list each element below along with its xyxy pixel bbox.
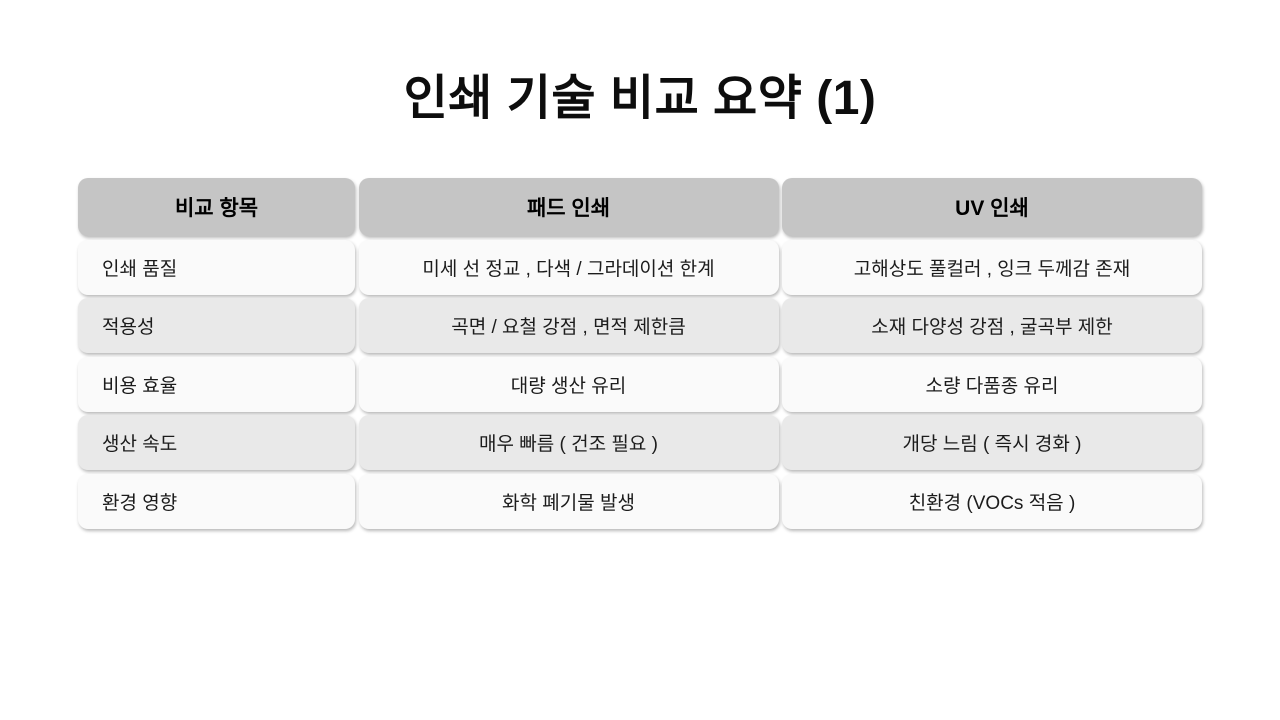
uv-print-cell: 고해상도 풀컬러 , 잉크 두께감 존재	[782, 239, 1202, 295]
uv-print-cell: 친환경 (VOCs 적음 )	[782, 473, 1202, 529]
row-label-cell: 환경 영향	[78, 473, 355, 529]
row-label-cell: 인쇄 품질	[78, 239, 355, 295]
pad-print-cell: 대량 생산 유리	[358, 356, 779, 412]
pad-print-cell: 매우 빠름 ( 건조 필요 )	[358, 415, 779, 470]
row-label-cell: 비용 효율	[78, 356, 355, 412]
header-cell-pad-print: 패드 인쇄	[358, 178, 779, 236]
header-cell-item: 비교 항목	[78, 178, 355, 236]
pad-print-cell: 화학 폐기물 발생	[358, 473, 779, 529]
pad-print-cell: 곡면 / 요철 강점 , 면적 제한큼	[358, 298, 779, 353]
uv-print-cell: 개당 느림 ( 즉시 경화 )	[782, 415, 1202, 470]
row-label-cell: 생산 속도	[78, 415, 355, 470]
page-title: 인쇄 기술 비교 요약 (1)	[403, 72, 877, 125]
uv-print-cell: 소재 다양성 강점 , 굴곡부 제한	[782, 298, 1202, 353]
comparison-table: 비교 항목 패드 인쇄 UV 인쇄 인쇄 품질 미세 선 정교 , 다색 / 그…	[78, 178, 1203, 529]
uv-print-cell: 소량 다품종 유리	[782, 356, 1202, 412]
pad-print-cell: 미세 선 정교 , 다색 / 그라데이션 한계	[358, 239, 779, 295]
header-cell-uv-print: UV 인쇄	[782, 178, 1202, 236]
row-label-cell: 적용성	[78, 298, 355, 353]
